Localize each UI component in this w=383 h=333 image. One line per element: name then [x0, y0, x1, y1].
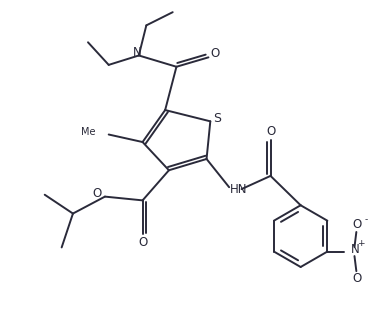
Text: +: + [357, 239, 365, 248]
Text: O: O [266, 125, 275, 139]
Text: O: O [138, 236, 147, 249]
Text: N: N [133, 46, 141, 59]
Text: O: O [352, 218, 362, 231]
Text: S: S [213, 112, 221, 125]
Text: -: - [365, 215, 368, 224]
Text: Me: Me [81, 127, 95, 137]
Text: O: O [211, 47, 220, 60]
Text: O: O [92, 187, 101, 200]
Text: N: N [351, 243, 360, 256]
Text: O: O [352, 272, 362, 285]
Text: HN: HN [230, 183, 247, 196]
